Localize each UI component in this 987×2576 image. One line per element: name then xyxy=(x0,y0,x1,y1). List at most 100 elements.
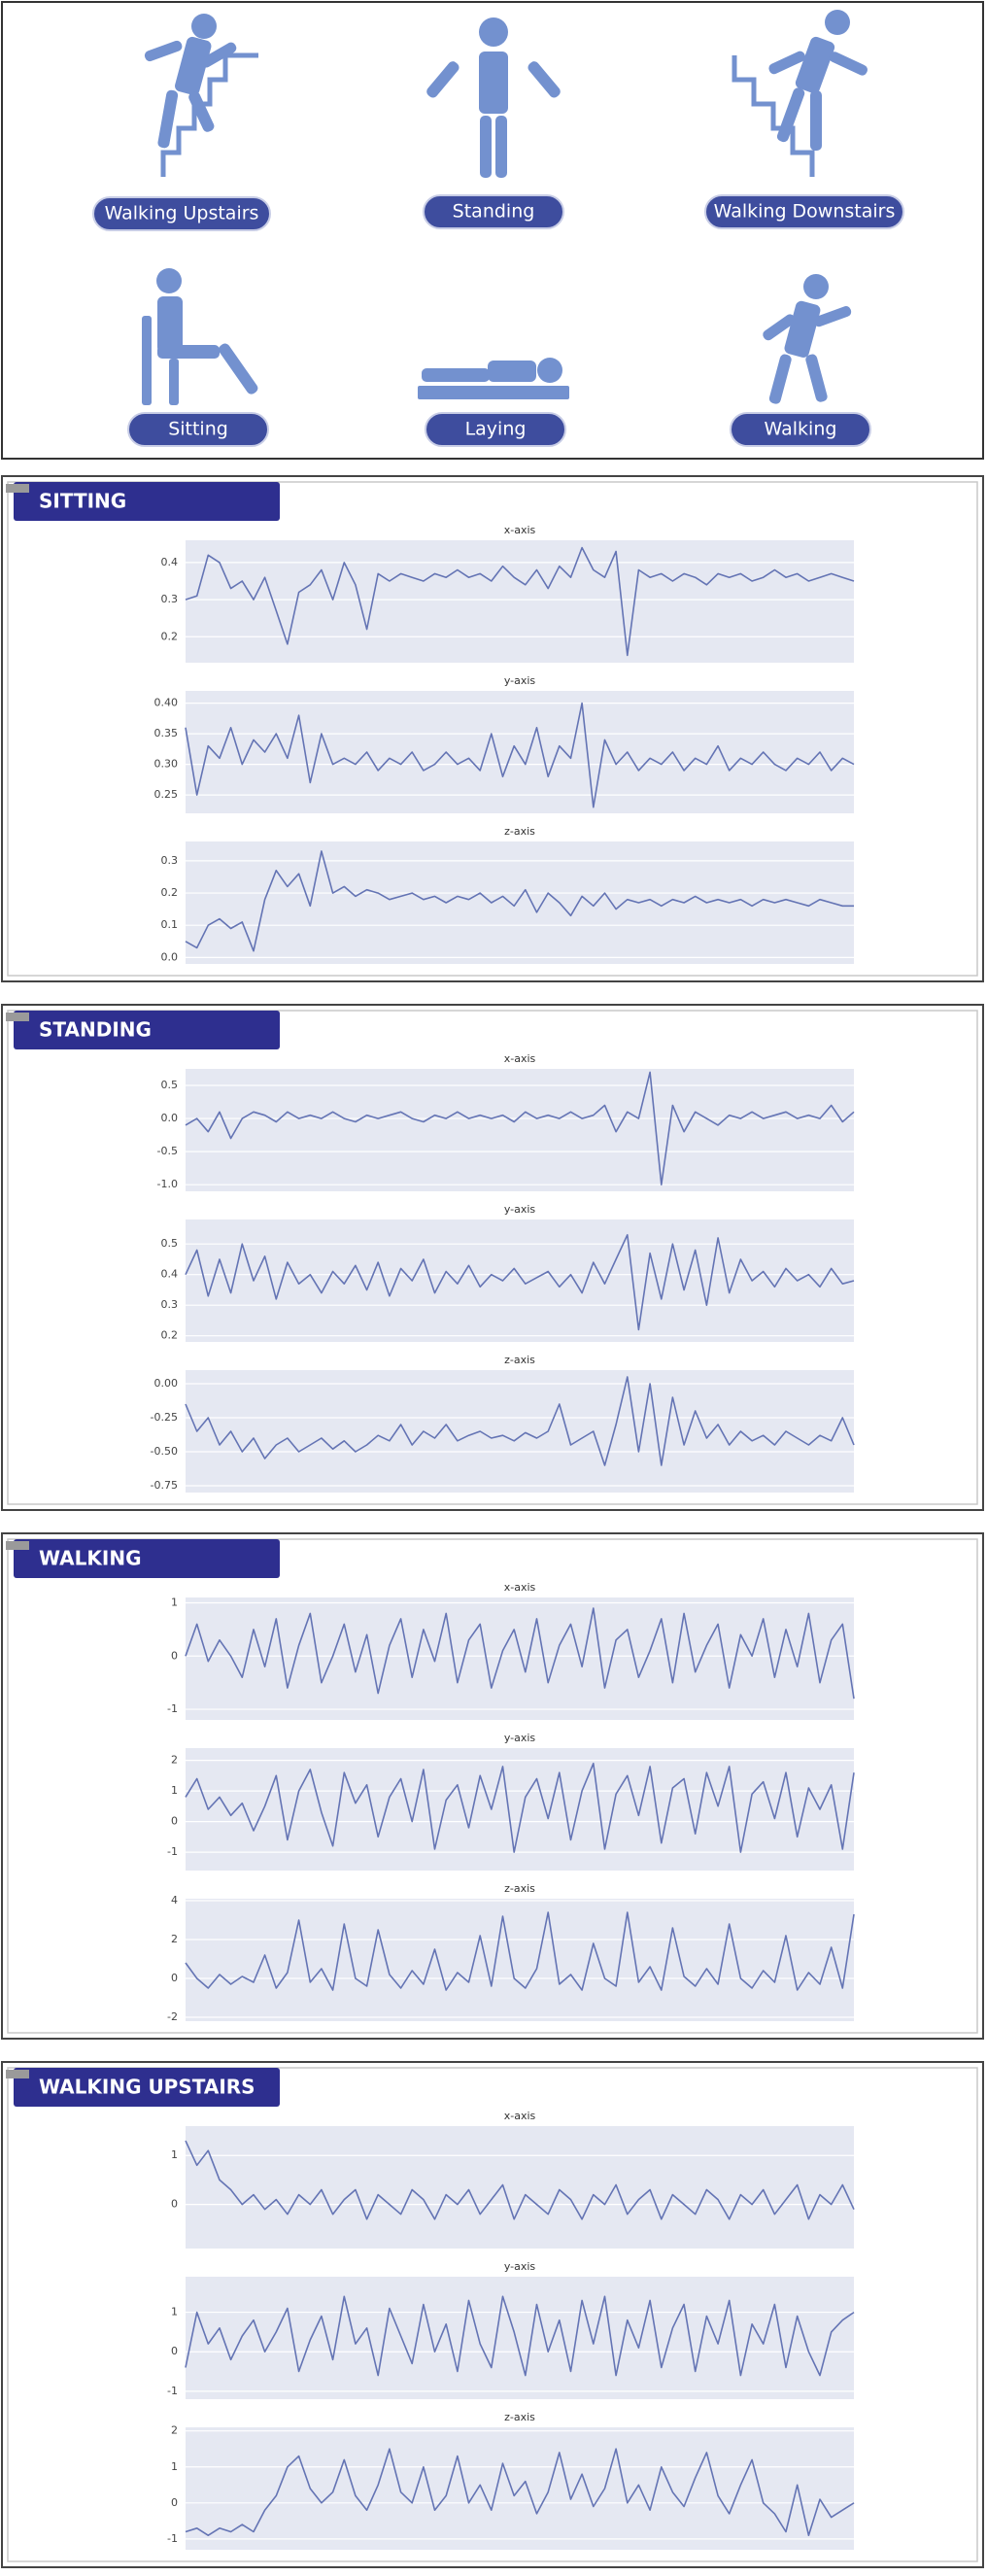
plot-area xyxy=(186,1899,854,2021)
section-header xyxy=(14,1539,280,1578)
y-tick-label: 0.3 xyxy=(161,1298,179,1311)
y-tick-label: 1 xyxy=(171,2306,178,2318)
label-pill xyxy=(730,412,871,447)
section-inner xyxy=(7,1538,978,2034)
plot-area xyxy=(186,1069,854,1191)
y-tick-label: 0.4 xyxy=(161,1268,179,1281)
icon-walking-downstairs xyxy=(732,10,868,177)
y-tick-label: 0 xyxy=(171,2345,178,2357)
plot-area xyxy=(186,691,854,813)
y-tick-label: 0.2 xyxy=(161,1329,179,1342)
icon-walking xyxy=(763,274,852,404)
chart-title: z-axis xyxy=(504,2411,535,2423)
y-tick-label: -0.25 xyxy=(151,1411,178,1424)
header-tab xyxy=(6,484,29,493)
y-tick-label: 2 xyxy=(171,1754,178,1767)
signal-line xyxy=(185,2295,855,2377)
section-header xyxy=(14,1011,280,1049)
y-tick-label: 0 xyxy=(171,2496,178,2509)
plot-area xyxy=(186,841,854,964)
y-tick-label: -0.5 xyxy=(157,1145,178,1157)
activity-label: Walking Downstairs xyxy=(714,201,896,223)
section-inner xyxy=(7,1010,978,1505)
label-pill xyxy=(127,412,269,447)
plot-area xyxy=(186,2126,854,2249)
label-pill xyxy=(704,194,904,229)
section-title: SITTING xyxy=(39,490,126,513)
y-tick-label: 0.35 xyxy=(154,727,179,739)
y-tick-label: -2 xyxy=(167,2010,178,2023)
section-title: WALKING xyxy=(39,1547,141,1570)
plot-area xyxy=(186,540,854,663)
activity-label: Sitting xyxy=(168,419,228,440)
section-title: STANDING xyxy=(39,1018,152,1042)
signal-line xyxy=(185,850,854,952)
activity-label: Standing xyxy=(453,201,535,223)
chart-title: x-axis xyxy=(504,2110,536,2122)
header-tab xyxy=(6,2070,29,2078)
activity-label: Walking Upstairs xyxy=(105,203,259,224)
y-tick-label: 0 xyxy=(171,2198,178,2211)
y-tick-label: 1 xyxy=(171,1784,178,1797)
section-title: WALKING UPSTAIRS xyxy=(39,2076,255,2099)
chart-title: x-axis xyxy=(504,1052,536,1065)
y-tick-label: 2 xyxy=(171,2424,178,2437)
y-tick-label: 4 xyxy=(171,1894,178,1906)
signal-line xyxy=(185,1607,855,1700)
y-tick-label: 0.3 xyxy=(161,854,179,867)
signal-line xyxy=(185,1763,855,1853)
y-tick-label: 0.2 xyxy=(161,630,179,642)
y-tick-label: 0 xyxy=(171,1815,178,1828)
y-tick-label: -0.75 xyxy=(151,1479,178,1492)
chart-title: y-axis xyxy=(504,1203,536,1216)
plot-area xyxy=(186,1219,854,1342)
y-tick-label: 0.0 xyxy=(161,1112,179,1124)
icon-laying xyxy=(418,358,569,399)
y-tick-label: 0.00 xyxy=(154,1377,179,1390)
y-tick-label: 1 xyxy=(171,1596,178,1608)
chart-title: y-axis xyxy=(504,1732,536,1744)
y-tick-label: 0.0 xyxy=(161,950,179,963)
y-tick-label: 0.40 xyxy=(154,697,179,709)
label-pill xyxy=(92,196,271,231)
signal-line xyxy=(185,702,855,808)
activity-label: Walking xyxy=(765,419,837,440)
chart-title: y-axis xyxy=(504,674,536,687)
plot-area xyxy=(186,1597,854,1720)
activity-label: Laying xyxy=(465,419,527,440)
signal-line xyxy=(185,2140,855,2220)
plot-area xyxy=(186,1748,854,1871)
y-tick-label: 0.5 xyxy=(161,1079,179,1091)
icon-sitting xyxy=(142,268,258,405)
label-pill xyxy=(423,194,564,229)
signal-line xyxy=(185,546,855,657)
y-tick-label: -0.50 xyxy=(151,1445,178,1458)
y-tick-label: 0.2 xyxy=(161,886,179,899)
section-inner xyxy=(7,2067,978,2562)
y-tick-label: 1 xyxy=(171,2148,178,2161)
y-tick-label: 0 xyxy=(171,1649,178,1662)
y-tick-label: -1 xyxy=(167,1702,178,1715)
header-tab xyxy=(6,1541,29,1550)
signal-line xyxy=(185,1071,855,1185)
chart-title: x-axis xyxy=(504,1581,536,1594)
y-tick-label: 0.30 xyxy=(154,758,179,771)
chart-title: z-axis xyxy=(504,825,535,838)
y-tick-label: 0.1 xyxy=(161,918,179,931)
icon-standing xyxy=(426,17,561,178)
y-tick-label: 0 xyxy=(171,1972,178,1984)
icon-walking-upstairs xyxy=(144,14,258,177)
activity-labels: Walking Upstairs Standing Walking Downst… xyxy=(92,194,904,447)
plot-area xyxy=(186,1370,854,1493)
header-tab xyxy=(6,1013,29,1021)
section-header xyxy=(14,2068,280,2107)
section-header xyxy=(14,482,280,521)
y-tick-label: 0.4 xyxy=(161,556,179,568)
y-tick-label: 0.25 xyxy=(154,788,179,801)
y-tick-label: -1 xyxy=(167,2532,178,2545)
y-tick-label: 1 xyxy=(171,2460,178,2473)
y-tick-label: 0.3 xyxy=(161,593,179,605)
y-tick-label: 0.5 xyxy=(161,1237,179,1250)
plot-area xyxy=(186,2277,854,2399)
